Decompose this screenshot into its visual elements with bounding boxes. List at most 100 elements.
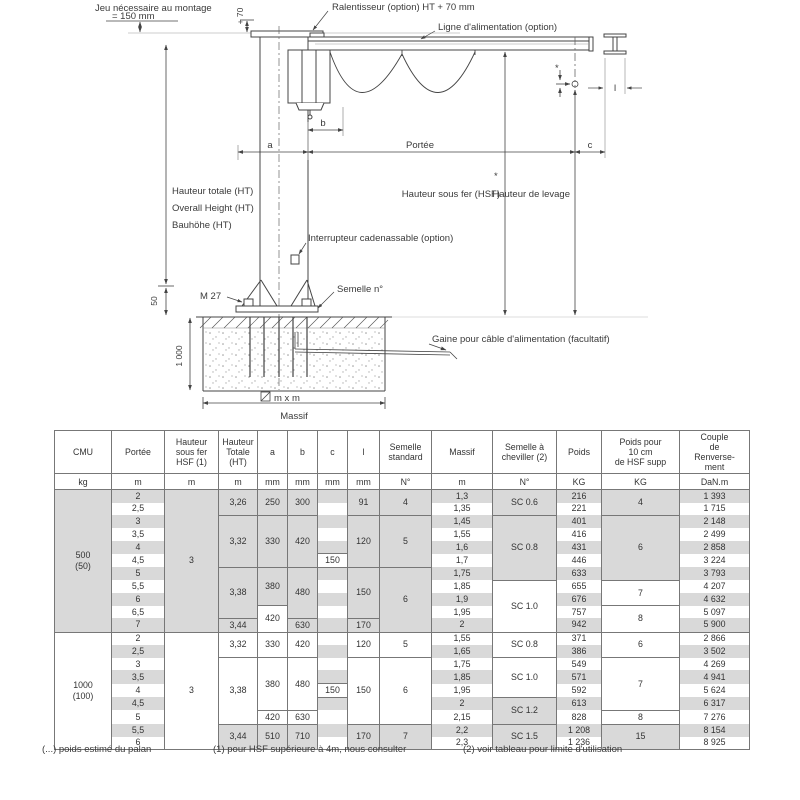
table-cell: 676 (556, 593, 602, 606)
table-cell (317, 710, 348, 725)
table-cell: 1,6 (431, 540, 493, 554)
table-cell: 7 276 (679, 710, 750, 725)
table-cell: 6 (379, 566, 432, 633)
table-row: 1000 (100) 2 3 3,32 330 420 120 5 1,55 SC 0.8 371 6… (54, 631, 750, 750)
label-semelle-no: Semelle n° (337, 284, 383, 295)
cmu-cell: 500 (50) (54, 489, 112, 633)
column-unit: m (218, 473, 258, 490)
table-row: 3 3,38 380 480 150 6 1,75 SC 1.0 549 7 4 269 (55, 657, 750, 725)
specification-table-wrap: CMU Portée Hauteur sous fer HSF (1) Hauteur… (54, 430, 750, 751)
table-cell: 2 858 (679, 540, 750, 554)
massif-block (196, 316, 648, 392)
table-cell (317, 502, 348, 516)
festoon-cables (329, 50, 476, 93)
column-unit: N° (379, 473, 432, 490)
label-dim-a: a (267, 140, 273, 151)
column-header: Hauteur Totale (HT) (218, 430, 258, 474)
table-cell: 6 (111, 736, 165, 750)
table-cell: SC 0.6 (492, 489, 557, 516)
table-cell: 2,5 (111, 502, 165, 516)
column-header: Couple de Renverse- ment (679, 430, 750, 474)
table-cell: 150 (317, 553, 348, 568)
table-cell (317, 670, 348, 684)
footnote-hsf: (1) pour HSF supérieure à 4m, nous consu… (213, 744, 407, 755)
table-cell: 420 (287, 631, 318, 659)
column-unit: m (164, 473, 219, 490)
table-cell: 2 (431, 618, 493, 633)
table-cell: 757 (556, 605, 602, 619)
table-cell: 3 793 (679, 567, 750, 581)
table-cell: 549 (556, 657, 602, 671)
table-cell: 416 (556, 527, 602, 541)
cmu-cell: 1000 (100) (54, 631, 112, 750)
table-cell: 1,45 (431, 515, 493, 528)
table-cell: 6,5 (111, 605, 165, 619)
table-cell: 630 (287, 709, 318, 725)
table-cell: 1,75 (431, 567, 493, 581)
table-cell: 1,3 (431, 488, 493, 503)
table-cell: 630 (287, 617, 318, 633)
table-cell: 3 502 (679, 645, 750, 658)
table-cell: 2 499 (679, 527, 750, 541)
table-cell: 4 269 (679, 657, 750, 671)
table-row: 5,5 1,85 SC 1.0 655 7 4 207 (55, 579, 750, 633)
label-ligne-alimentation: Ligne d'alimentation (option) (438, 22, 557, 33)
table-cell: 4 (379, 489, 432, 516)
table-cell: 633 (556, 567, 602, 581)
column-header: Poids pour 10 cm de HSF supp (601, 430, 680, 474)
table-cell: 4 (111, 540, 165, 554)
table-cell: 7 (601, 579, 680, 607)
label-dim-c: c (588, 140, 593, 151)
column-header: Poids (556, 430, 602, 474)
table-cell: 655 (556, 580, 602, 594)
table-cell: 4 941 (679, 670, 750, 684)
label-hauteur-totale-fr: Hauteur totale (HT) (172, 186, 253, 197)
table-cell: SC 1.2 (492, 696, 557, 725)
table-cell: 431 (556, 540, 602, 554)
table-row: 5,5 3,44 510 710 170 7 2,2 SC 1.5 1 208 15 8 154 (54, 723, 750, 751)
column-header: c (317, 430, 348, 474)
table-row: 5 3,38 380 480 150 6 1,75 633 3 793 (54, 566, 750, 633)
table-cell: 5 624 (679, 683, 750, 698)
label-mxm: m x m (274, 393, 300, 404)
table-cell: 1 236 (556, 736, 602, 750)
table-cell: 4,5 (111, 553, 165, 568)
table-cell: 170 (347, 617, 380, 633)
column-header: Semelle standard (379, 430, 432, 474)
label-massif: Massif (280, 411, 308, 422)
table-cell: 1,55 (431, 631, 493, 646)
jib-beam (308, 32, 594, 52)
table-cell: 6 (379, 657, 432, 725)
table-cell: SC 1.0 (492, 657, 557, 698)
label-dim-l: l (614, 83, 616, 94)
end-trolley (556, 37, 579, 97)
table-row: 500 (50) 2 3 3,26 250 300 91 4 1,3 SC 0.6 216 4 1 39… (54, 488, 750, 633)
table-cell: 2,15 (431, 710, 493, 725)
table-cell: 330 (257, 514, 288, 568)
beam-cross-section (603, 33, 627, 55)
table-cell: 7 (379, 723, 432, 751)
table-cell: 221 (556, 502, 602, 516)
table-cell: 2 148 (679, 515, 750, 528)
hoist-trolley (287, 49, 331, 120)
table-cell: 4 632 (679, 593, 750, 606)
table-cell: 3 224 (679, 553, 750, 568)
table-cell: SC 0.8 (492, 514, 557, 581)
table-cell: 571 (556, 670, 602, 684)
column-header: Hauteur sous fer HSF (1) (164, 430, 219, 474)
table-cell (317, 515, 348, 528)
table-cell: 4 (601, 489, 680, 516)
table-cell (317, 645, 348, 658)
table-cell: 3,32 (218, 631, 258, 659)
table-cell: 1 715 (679, 502, 750, 516)
label-dim-b: b (320, 118, 325, 129)
table-cell: 3,5 (111, 670, 165, 684)
column-unit: mm (287, 473, 318, 490)
column-unit: mm (257, 473, 288, 490)
table-cell: 1 393 (679, 488, 750, 503)
table-cell: 7 (601, 657, 680, 711)
table-cell: 380 (257, 566, 288, 607)
table-row: 4 150 1,95 592 5 624 (55, 683, 750, 698)
table-cell: 1,7 (431, 553, 493, 568)
